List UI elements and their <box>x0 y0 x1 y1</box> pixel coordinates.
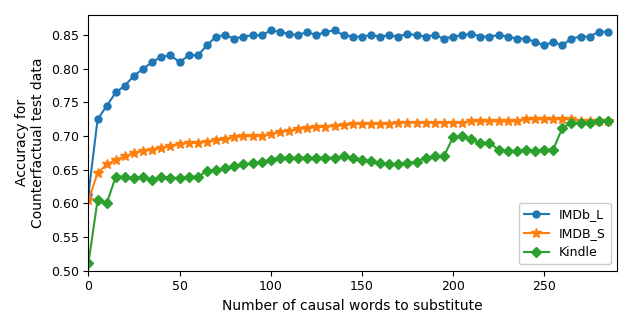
IMDb_L <box>203 43 210 47</box>
IMDB_S <box>604 119 612 123</box>
IMDb_L <box>604 30 612 34</box>
IMDB_S <box>85 198 92 202</box>
IMDB_S <box>468 119 475 123</box>
Legend: IMDb_L, IMDB_S, Kindle: IMDb_L, IMDB_S, Kindle <box>519 203 611 264</box>
Line: IMDB_S: IMDB_S <box>83 114 613 205</box>
IMDB_S <box>531 117 538 121</box>
IMDb_L <box>531 40 538 44</box>
Kindle <box>212 168 220 172</box>
IMDB_S <box>431 121 439 125</box>
Kindle <box>595 119 602 123</box>
IMDB_S <box>522 117 530 121</box>
Line: IMDb_L: IMDb_L <box>85 27 611 197</box>
Kindle <box>431 154 439 158</box>
Kindle <box>577 121 585 125</box>
IMDb_L <box>477 34 484 38</box>
IMDB_S <box>212 138 220 142</box>
Line: Kindle: Kindle <box>85 118 611 266</box>
Kindle <box>522 148 530 152</box>
IMDb_L <box>440 37 447 41</box>
IMDb_L <box>267 29 274 32</box>
IMDB_S <box>586 119 593 123</box>
Kindle <box>203 169 210 173</box>
IMDb_L <box>85 192 92 196</box>
Kindle <box>85 261 92 265</box>
IMDb_L <box>586 34 593 38</box>
IMDB_S <box>203 139 210 143</box>
Kindle <box>604 119 612 123</box>
Kindle <box>468 137 475 141</box>
Y-axis label: Accuracy for
Counterfactual test data: Accuracy for Counterfactual test data <box>15 58 46 228</box>
IMDb_L <box>212 34 220 38</box>
X-axis label: Number of causal words to substitute: Number of causal words to substitute <box>222 299 483 313</box>
